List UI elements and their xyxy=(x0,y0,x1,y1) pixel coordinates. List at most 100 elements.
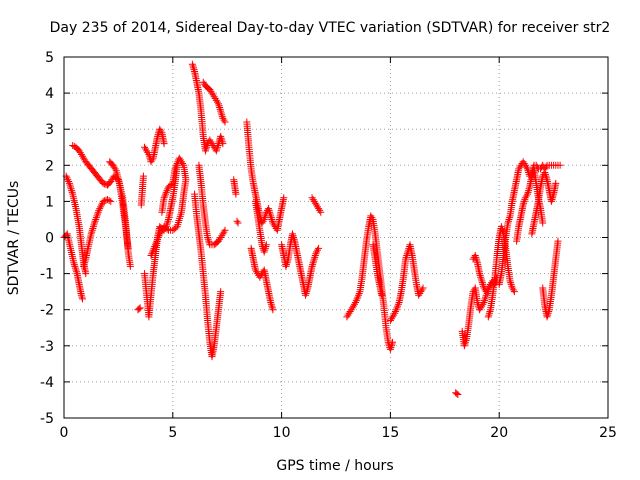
data-point xyxy=(75,147,83,155)
data-point xyxy=(481,297,489,305)
data-point xyxy=(309,196,317,204)
data-point xyxy=(80,261,88,269)
data-point xyxy=(175,154,183,162)
data-point xyxy=(173,159,181,167)
data-point xyxy=(126,262,134,270)
data-point xyxy=(354,293,362,301)
data-point xyxy=(219,230,227,238)
data-point xyxy=(139,172,147,180)
data-point xyxy=(174,158,182,166)
y-tick-label: 3 xyxy=(45,122,54,138)
data-point xyxy=(479,300,487,308)
data-point xyxy=(485,282,493,290)
data-point xyxy=(156,125,164,133)
data-point xyxy=(190,66,198,74)
data-point xyxy=(199,78,207,86)
data-point xyxy=(94,208,102,216)
data-point xyxy=(390,311,398,319)
data-point xyxy=(154,234,162,241)
data-point xyxy=(253,268,261,276)
series-arc-d xyxy=(80,196,115,270)
data-point xyxy=(522,192,530,200)
data-point xyxy=(506,214,514,222)
data-point xyxy=(221,118,229,126)
data-point xyxy=(172,161,180,169)
data-point xyxy=(391,309,399,317)
data-point xyxy=(94,210,102,218)
data-point xyxy=(205,237,213,245)
data-point xyxy=(280,194,288,202)
data-point xyxy=(71,264,79,272)
data-point xyxy=(144,149,152,157)
data-point xyxy=(556,161,564,169)
data-point xyxy=(89,224,97,232)
data-point xyxy=(189,64,197,72)
data-point xyxy=(219,140,227,148)
data-point xyxy=(519,201,527,209)
data-point xyxy=(368,214,376,222)
data-point xyxy=(73,268,81,276)
x-tick-label: 20 xyxy=(490,425,508,441)
data-point xyxy=(482,288,490,296)
data-point xyxy=(415,291,423,299)
data-point xyxy=(504,219,512,227)
data-point xyxy=(156,230,164,238)
data-point xyxy=(394,300,402,308)
data-point xyxy=(124,244,132,252)
data-point xyxy=(201,147,209,155)
data-point xyxy=(386,345,394,353)
series-arc-j xyxy=(147,154,190,260)
data-point xyxy=(136,304,144,312)
series-arc-af xyxy=(539,237,562,321)
data-point xyxy=(92,215,100,223)
data-point xyxy=(387,344,395,352)
data-point xyxy=(344,311,352,319)
data-point xyxy=(160,140,168,148)
data-point xyxy=(506,277,514,285)
data-point xyxy=(290,235,298,243)
series-arc-o xyxy=(230,176,240,198)
data-point xyxy=(262,241,270,249)
data-point xyxy=(477,275,485,283)
series-arc-b xyxy=(62,172,90,278)
data-point xyxy=(402,255,410,263)
data-point xyxy=(460,342,468,350)
x-tick-label: 0 xyxy=(60,425,69,441)
data-point xyxy=(69,141,77,149)
data-point xyxy=(218,113,226,121)
data-point xyxy=(315,205,323,213)
data-point xyxy=(461,338,469,346)
data-point xyxy=(314,246,322,254)
data-point xyxy=(90,219,98,227)
data-point xyxy=(218,136,226,144)
data-point xyxy=(210,93,218,101)
data-point xyxy=(218,111,226,119)
series-arc-u xyxy=(308,194,325,216)
data-point xyxy=(520,197,528,205)
data-point xyxy=(317,208,325,216)
data-point xyxy=(347,306,355,314)
data-point xyxy=(203,143,211,151)
data-point xyxy=(206,136,214,144)
data-point xyxy=(497,223,505,231)
data-point xyxy=(141,143,149,151)
data-point xyxy=(476,306,484,314)
data-point xyxy=(217,109,225,117)
data-point xyxy=(209,91,217,99)
data-point xyxy=(143,147,151,155)
data-point xyxy=(216,235,224,243)
data-point xyxy=(386,317,394,325)
data-point xyxy=(91,217,99,225)
data-point xyxy=(312,201,320,209)
data-point xyxy=(109,161,117,169)
data-point xyxy=(67,183,75,191)
series-arc-ac xyxy=(495,158,564,288)
data-point xyxy=(217,234,225,241)
data-point xyxy=(81,259,89,267)
data-point xyxy=(260,248,268,256)
series-arc-aa xyxy=(469,252,501,296)
data-point xyxy=(213,145,221,153)
data-point xyxy=(217,288,225,296)
data-point xyxy=(65,179,73,187)
data-point xyxy=(289,232,297,240)
